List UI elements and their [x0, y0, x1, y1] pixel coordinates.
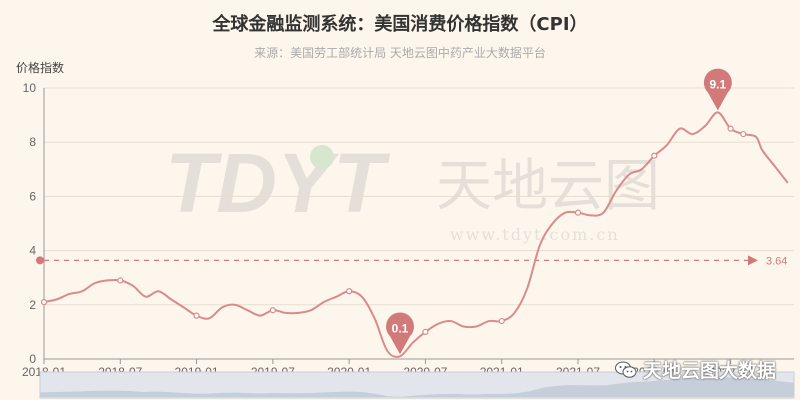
- y-tick-label: 10: [23, 81, 37, 95]
- average-line-arrow: [748, 255, 758, 266]
- footer-brand-text: 天地云图大数据: [642, 360, 776, 382]
- average-line: 3.64: [36, 255, 787, 267]
- y-tick-label: 2: [29, 298, 36, 312]
- data-point: [727, 125, 734, 132]
- watermark-logo: TDYT: [165, 136, 391, 230]
- watermark-url: www.tdyt.com.cn: [450, 225, 620, 244]
- chart-title: 全球金融监测系统：美国消费价格指数（CPI）: [212, 14, 588, 35]
- chart-subtitle: 来源：美国劳工部统计局 天地云图中药产业大数据平台: [254, 46, 546, 60]
- average-line-start: [36, 256, 44, 265]
- watermark-logo-dot: [310, 145, 334, 169]
- data-point: [422, 328, 429, 335]
- data-point: [498, 317, 505, 325]
- data-point: [40, 298, 48, 306]
- wechat-icon: [614, 361, 637, 379]
- watermark-brand: 天地云图: [436, 154, 660, 219]
- y-tick-label: 0: [29, 352, 36, 366]
- y-tick-label: 8: [29, 135, 36, 149]
- data-point: [269, 307, 276, 314]
- marker-pin-shape: [386, 312, 415, 355]
- y-axis: 价格指数 0 2 4 6 8 10: [16, 60, 64, 366]
- y-tick-label: 6: [29, 189, 36, 203]
- data-zoom-preview: [40, 376, 794, 397]
- marker-pin-label: 9.1: [710, 77, 727, 91]
- data-point: [574, 209, 582, 216]
- average-line-label: 3.64: [766, 255, 787, 267]
- y-axis-label: 价格指数: [16, 60, 64, 75]
- data-points: [40, 125, 747, 335]
- grid-lines: [44, 87, 794, 360]
- data-point: [193, 312, 200, 319]
- cpi-series-line: [43, 111, 789, 358]
- watermark: TDYT 天地云图 www.tdyt.com.cn: [165, 136, 660, 244]
- data-point: [117, 277, 124, 284]
- data-point: [740, 130, 747, 138]
- marker-pin-max: 9.1: [703, 68, 732, 111]
- data-point: [346, 288, 353, 295]
- marker-pin-label: 0.1: [392, 321, 409, 335]
- marker-pin-min: 0.1: [386, 312, 415, 355]
- y-tick-label: 4: [29, 244, 36, 258]
- data-point: [651, 152, 658, 159]
- marker-pin-shape: [703, 68, 732, 111]
- footer-brand: 天地云图大数据: [614, 356, 776, 383]
- marker-pins: 9.1 0.1: [386, 68, 732, 355]
